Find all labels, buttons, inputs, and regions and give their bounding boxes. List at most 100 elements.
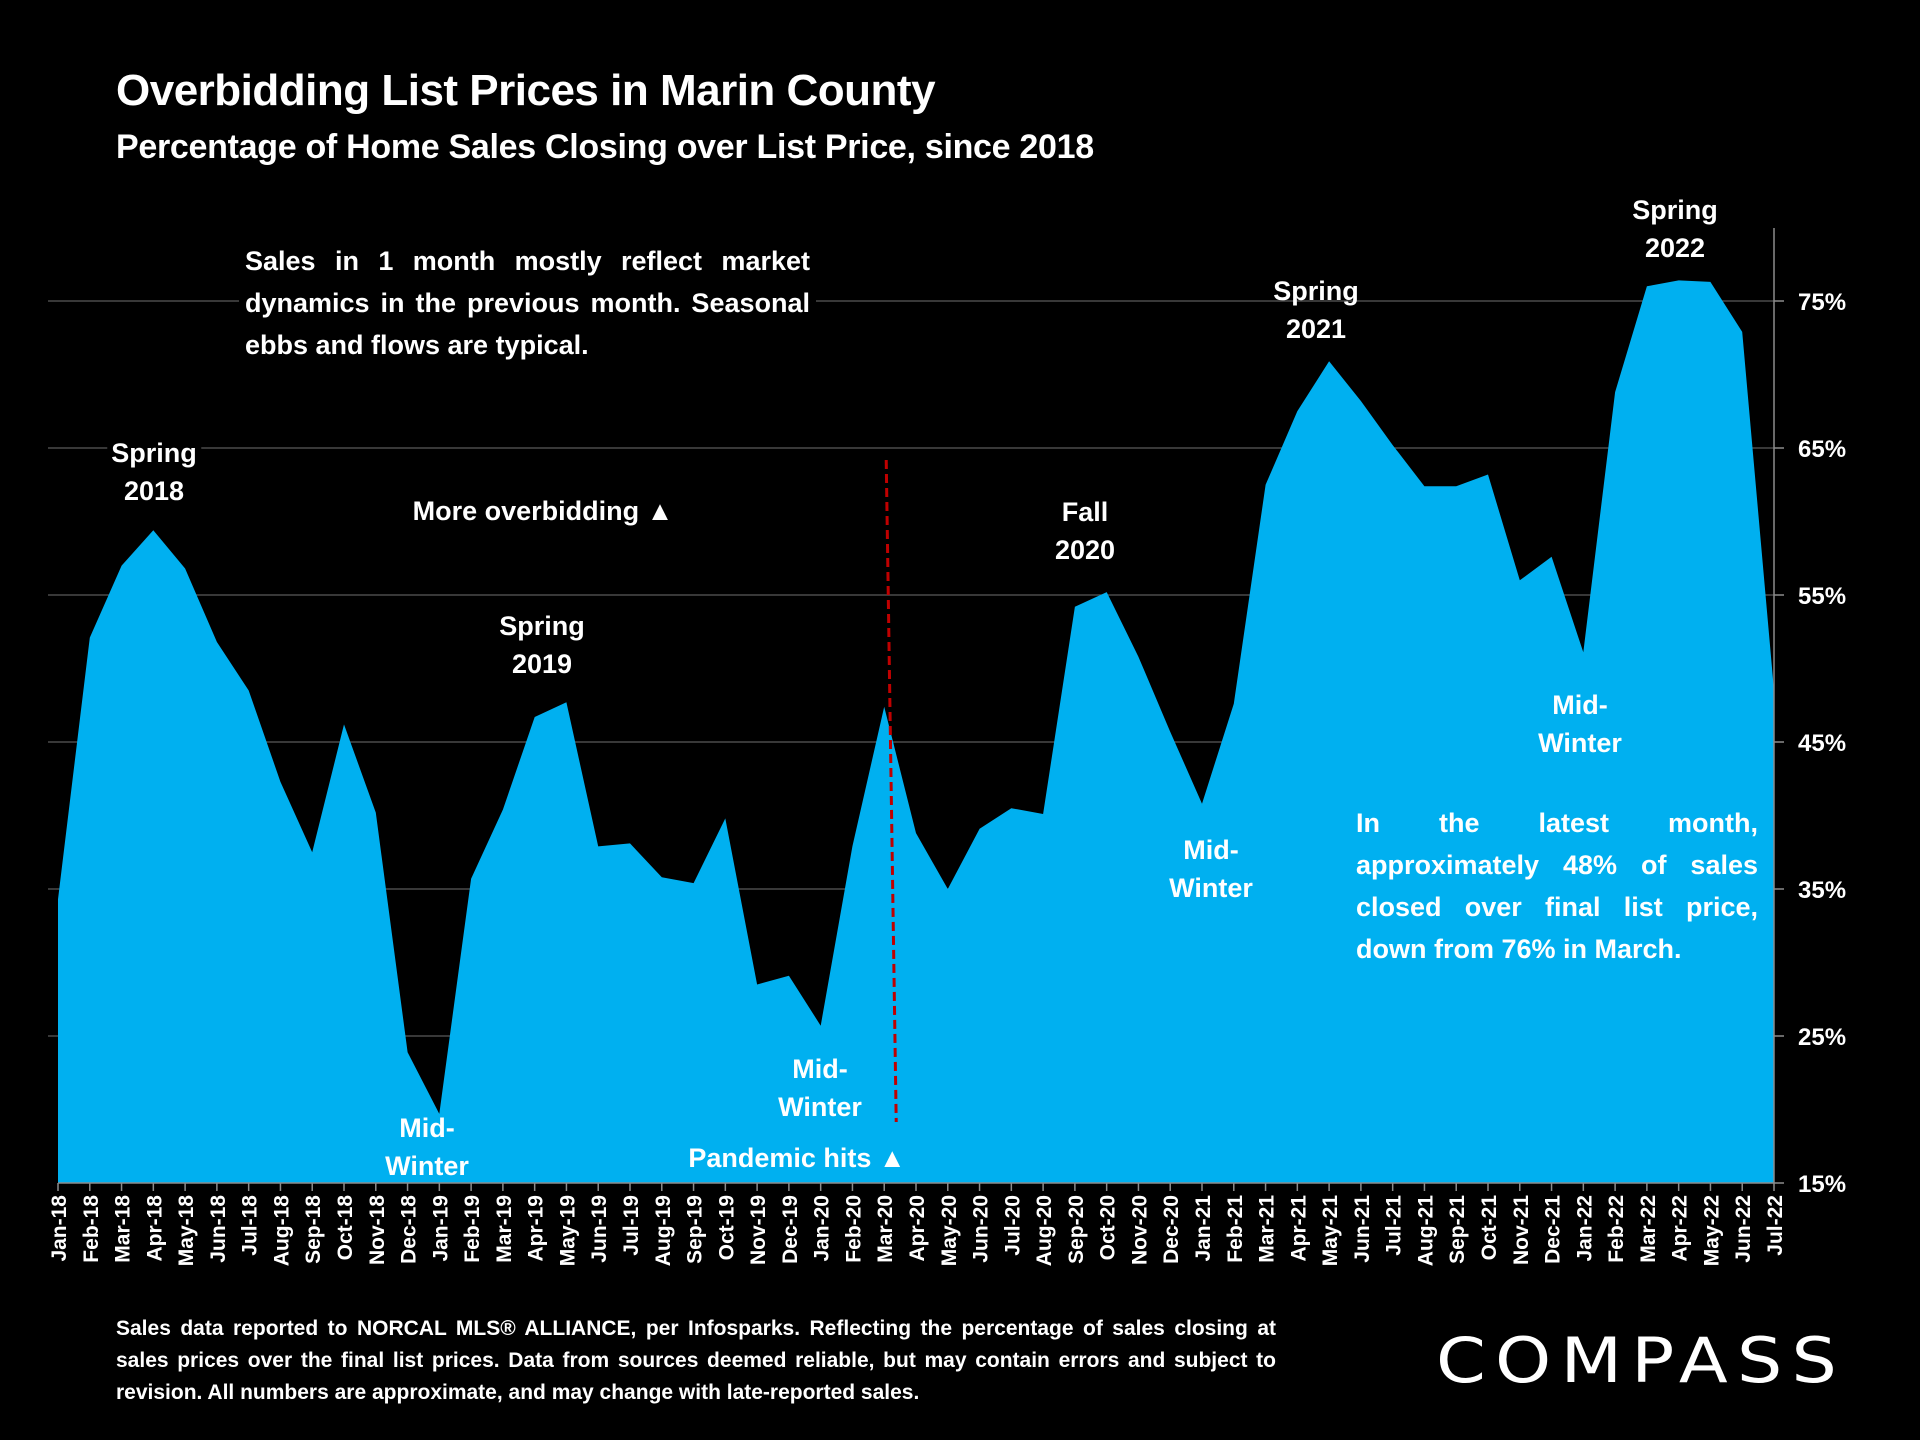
x-tick-label: Jan-18 <box>48 1195 71 1262</box>
more-overbidding-label: More overbidding ▲ <box>406 492 680 530</box>
peak-label-spring-2018: Spring 2018 <box>107 434 201 510</box>
x-tick-label: Apr-18 <box>143 1195 166 1262</box>
y-tick-label: 75% <box>1798 289 1846 316</box>
x-tick-label: Sep-21 <box>1446 1195 1469 1264</box>
x-tick-label: Jul-21 <box>1383 1195 1406 1256</box>
pandemic-marker-line <box>884 459 898 1123</box>
compass-logo-text: COMPASS <box>1436 1328 1846 1390</box>
x-tick-label: Dec-20 <box>1160 1195 1183 1264</box>
y-tick-label: 15% <box>1798 1171 1846 1198</box>
trough-label-line2: Winter <box>385 1151 469 1181</box>
x-tick-label: May-21 <box>1319 1195 1342 1267</box>
x-tick-label: Feb-22 <box>1605 1195 1628 1263</box>
peak-label-line2: 2022 <box>1644 233 1706 263</box>
x-tick-label: May-18 <box>175 1195 198 1267</box>
trough-label-line1: Mid- <box>399 1113 455 1143</box>
peak-label-line1: Spring <box>1632 195 1718 225</box>
x-tick-label: Feb-19 <box>461 1195 484 1263</box>
x-tick-label: Dec-21 <box>1542 1195 1565 1264</box>
y-tick-label: 45% <box>1798 730 1846 757</box>
x-tick-label: Oct-18 <box>334 1195 357 1261</box>
x-tick-label: Nov-18 <box>366 1195 389 1265</box>
x-tick-label: Oct-20 <box>1097 1195 1120 1260</box>
trough-label-line2: Winter <box>778 1092 862 1122</box>
x-tick-label: Mar-19 <box>493 1195 516 1263</box>
market-dynamics-note: Sales in 1 month mostly reflect market d… <box>239 240 816 366</box>
x-tick-label: Nov-20 <box>1128 1195 1151 1265</box>
chart-subtitle: Percentage of Home Sales Closing over Li… <box>116 128 1094 166</box>
x-tick-label: Jul-18 <box>239 1195 262 1256</box>
x-tick-label: Mar-18 <box>112 1195 135 1263</box>
x-tick-label: Jul-19 <box>620 1195 643 1256</box>
trough-label-line1: Mid- <box>792 1054 848 1084</box>
x-tick-label: Apr-21 <box>1287 1195 1310 1262</box>
peak-label-line1: Spring <box>111 438 197 468</box>
trough-label-line1: Mid- <box>1183 835 1239 865</box>
x-tick-label: Feb-20 <box>842 1195 865 1263</box>
x-tick-label: Jul-22 <box>1764 1195 1787 1256</box>
peak-label-fall-2020: Fall 2020 <box>1055 493 1115 569</box>
x-tick-label: May-19 <box>556 1195 579 1266</box>
x-tick-label: Oct-21 <box>1478 1195 1501 1261</box>
peak-label-spring-2019: Spring 2019 <box>499 607 585 683</box>
x-tick-label: Jan-21 <box>1192 1195 1215 1262</box>
compass-logo: COMPASS <box>1436 1328 1846 1390</box>
x-tick-label: Jun-19 <box>588 1195 611 1263</box>
x-tick-label: Oct-19 <box>715 1195 738 1260</box>
chart-title: Overbidding List Prices in Marin County <box>116 66 936 115</box>
x-tick-label: Mar-21 <box>1256 1195 1279 1263</box>
x-axis: Jan-18 Feb-18 Mar-18 Apr-18 May-18 Jun-18 Jul-… <box>48 1182 1787 1267</box>
x-tick-label: Mar-20 <box>874 1195 897 1263</box>
trough-label-line2: Winter <box>1538 728 1622 758</box>
x-tick-label: Apr-22 <box>1669 1195 1692 1262</box>
y-tick-label: 65% <box>1798 436 1846 463</box>
trough-label-mid-winter-2019: Mid- Winter <box>385 1109 469 1185</box>
peak-label-line2: 2021 <box>1285 314 1347 344</box>
y-tick-label: 55% <box>1798 583 1846 610</box>
x-tick-label: Jun-21 <box>1351 1195 1374 1263</box>
x-tick-label: Sep-18 <box>302 1195 325 1264</box>
peak-label-line2: 2019 <box>511 649 573 679</box>
x-tick-label: Jun-22 <box>1732 1195 1755 1263</box>
x-tick-label: Apr-20 <box>906 1195 929 1262</box>
trough-label-line1: Mid- <box>1552 690 1608 720</box>
peak-label-spring-2021: Spring 2021 <box>1273 272 1359 348</box>
x-tick-label: Sep-19 <box>684 1195 707 1264</box>
latest-month-note: In the latest month, approximately 48% o… <box>1356 808 1758 964</box>
y-tick-label: 25% <box>1798 1024 1846 1051</box>
peak-label-line2: 2018 <box>123 476 185 506</box>
peak-label-line1: Fall <box>1061 497 1109 527</box>
x-tick-label: Aug-20 <box>1033 1195 1056 1266</box>
x-tick-label: Aug-19 <box>652 1195 675 1266</box>
x-tick-label: Mar-22 <box>1637 1195 1660 1263</box>
x-tick-label: Sep-20 <box>1065 1195 1088 1264</box>
y-tick-label: 35% <box>1798 877 1846 904</box>
x-tick-label: May-20 <box>938 1195 961 1266</box>
x-tick-label: Apr-19 <box>525 1195 548 1262</box>
x-tick-label: Aug-18 <box>270 1195 293 1266</box>
trough-label-mid-winter-2020: Mid- Winter <box>778 1050 862 1126</box>
x-tick-label: Nov-21 <box>1510 1195 1533 1265</box>
x-tick-label: Jul-20 <box>1001 1195 1024 1256</box>
pandemic-hits-label: Pandemic hits ▲ <box>688 1143 906 1173</box>
x-tick-label: Nov-19 <box>747 1195 770 1265</box>
x-tick-label: Jan-20 <box>811 1195 834 1262</box>
peak-label-spring-2022: Spring 2022 <box>1632 191 1718 267</box>
trough-label-mid-winter-2021: Mid- Winter <box>1169 831 1253 907</box>
x-tick-label: Feb-18 <box>80 1195 103 1263</box>
x-tick-label: Jan-19 <box>429 1195 452 1262</box>
x-tick-label: Jun-20 <box>970 1195 993 1263</box>
trough-label-line2: Winter <box>1169 873 1253 903</box>
x-tick-label: Aug-21 <box>1414 1195 1437 1266</box>
trough-label-mid-winter-2022: Mid- Winter <box>1538 686 1622 762</box>
y-axis: 15% 25% 35% 45% 55% 65% 75% <box>1773 228 1846 1198</box>
source-footnote: Sales data reported to NORCAL MLS® ALLIA… <box>116 1317 1276 1404</box>
x-tick-label: Dec-19 <box>779 1195 802 1264</box>
x-tick-label: Feb-21 <box>1224 1195 1247 1263</box>
peak-label-line1: Spring <box>1273 276 1359 306</box>
x-tick-label: May-22 <box>1700 1195 1723 1266</box>
peak-label-line1: Spring <box>499 611 585 641</box>
area-series <box>58 280 1774 1183</box>
x-tick-label: Dec-18 <box>398 1195 421 1264</box>
